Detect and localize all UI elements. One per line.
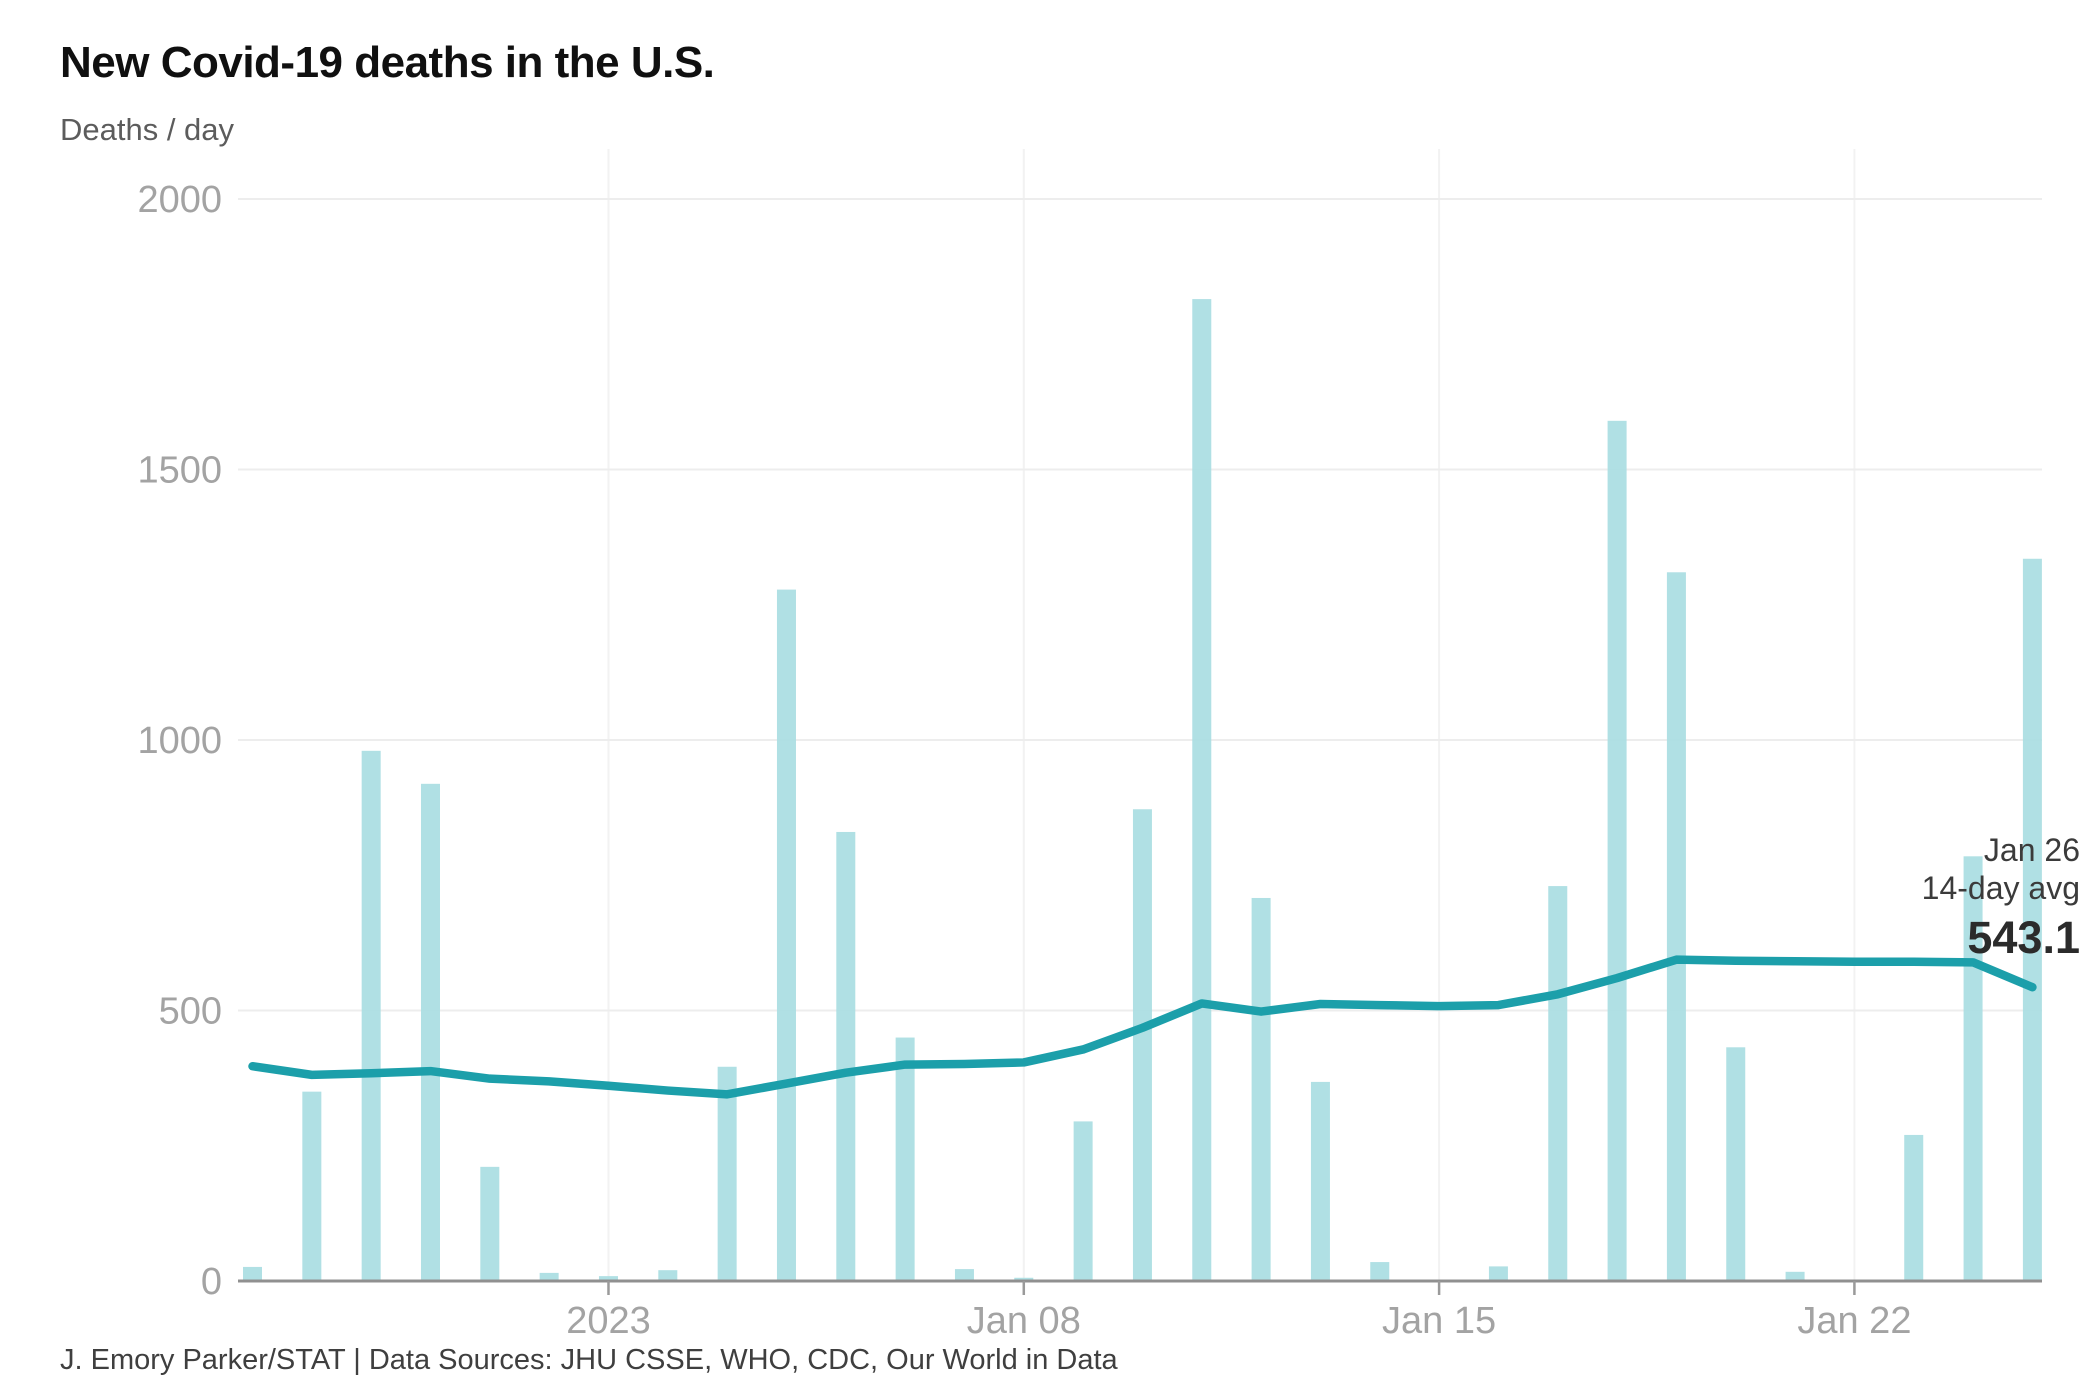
bar-dec-28 bbox=[361, 750, 381, 1281]
x-tick-label: Jan 15 bbox=[1382, 1300, 1496, 1342]
bar-jan-09 bbox=[1073, 1121, 1093, 1281]
bar-dec-31 bbox=[539, 1272, 559, 1281]
chart-title: New Covid-19 deaths in the U.S. bbox=[60, 38, 715, 87]
bar-dec-29 bbox=[420, 783, 440, 1281]
x-tick-label: Jan 22 bbox=[1797, 1300, 1911, 1342]
y-axis-label: 500 bbox=[159, 991, 222, 1033]
y-axis-label: 1500 bbox=[137, 450, 222, 492]
annotation-avg-value: 543.1 bbox=[1967, 911, 2080, 963]
bar-jan-21 bbox=[1785, 1271, 1805, 1281]
bar-dec-26 bbox=[243, 1266, 262, 1281]
annotation-avg-label: 14-day avg bbox=[1921, 869, 2080, 906]
bar-jan-19 bbox=[1666, 572, 1686, 1281]
bar-jan-17 bbox=[1548, 886, 1568, 1281]
bar-jan-04 bbox=[776, 589, 796, 1281]
bar-dec-27 bbox=[302, 1091, 322, 1281]
bar-dec-30 bbox=[480, 1166, 500, 1281]
y-axis-label: 1000 bbox=[137, 720, 222, 762]
bar-jan-13 bbox=[1310, 1081, 1330, 1281]
bar-jan-05 bbox=[836, 831, 856, 1281]
x-tick-label: 2023 bbox=[566, 1300, 651, 1342]
avg-line bbox=[248, 955, 2037, 1099]
bar-jan-11 bbox=[1192, 299, 1212, 1282]
bar-jan-06 bbox=[895, 1037, 915, 1281]
bar-jan-23 bbox=[1904, 1134, 1924, 1281]
chart-subtitle: Deaths / day bbox=[60, 112, 235, 147]
annotation-date: Jan 26 bbox=[1983, 832, 2080, 868]
bar-jan-08 bbox=[1014, 1277, 1034, 1281]
x-tick-label: Jan 08 bbox=[967, 1300, 1081, 1342]
bar-jan-18 bbox=[1607, 420, 1627, 1281]
bar-jan-02 bbox=[658, 1270, 678, 1281]
bar-jan-10 bbox=[1132, 809, 1152, 1281]
bar-jan-25 bbox=[2022, 558, 2042, 1281]
bar-jan-01 bbox=[598, 1276, 618, 1281]
source-credit: J. Emory Parker/STAT | Data Sources: JHU… bbox=[60, 1344, 1118, 1376]
bar-jan-12 bbox=[1251, 897, 1271, 1281]
bar-jan-16 bbox=[1488, 1266, 1508, 1281]
y-axis-label: 2000 bbox=[137, 179, 222, 221]
bar-jan-14 bbox=[1370, 1262, 1390, 1281]
avg-annotation: Jan 26 14-day avg 543.1 bbox=[1922, 832, 2080, 964]
bar-jan-03 bbox=[717, 1066, 737, 1281]
bar-jan-07 bbox=[954, 1269, 974, 1281]
y-axis-label: 0 bbox=[201, 1261, 222, 1303]
bar-jan-20 bbox=[1726, 1047, 1746, 1281]
